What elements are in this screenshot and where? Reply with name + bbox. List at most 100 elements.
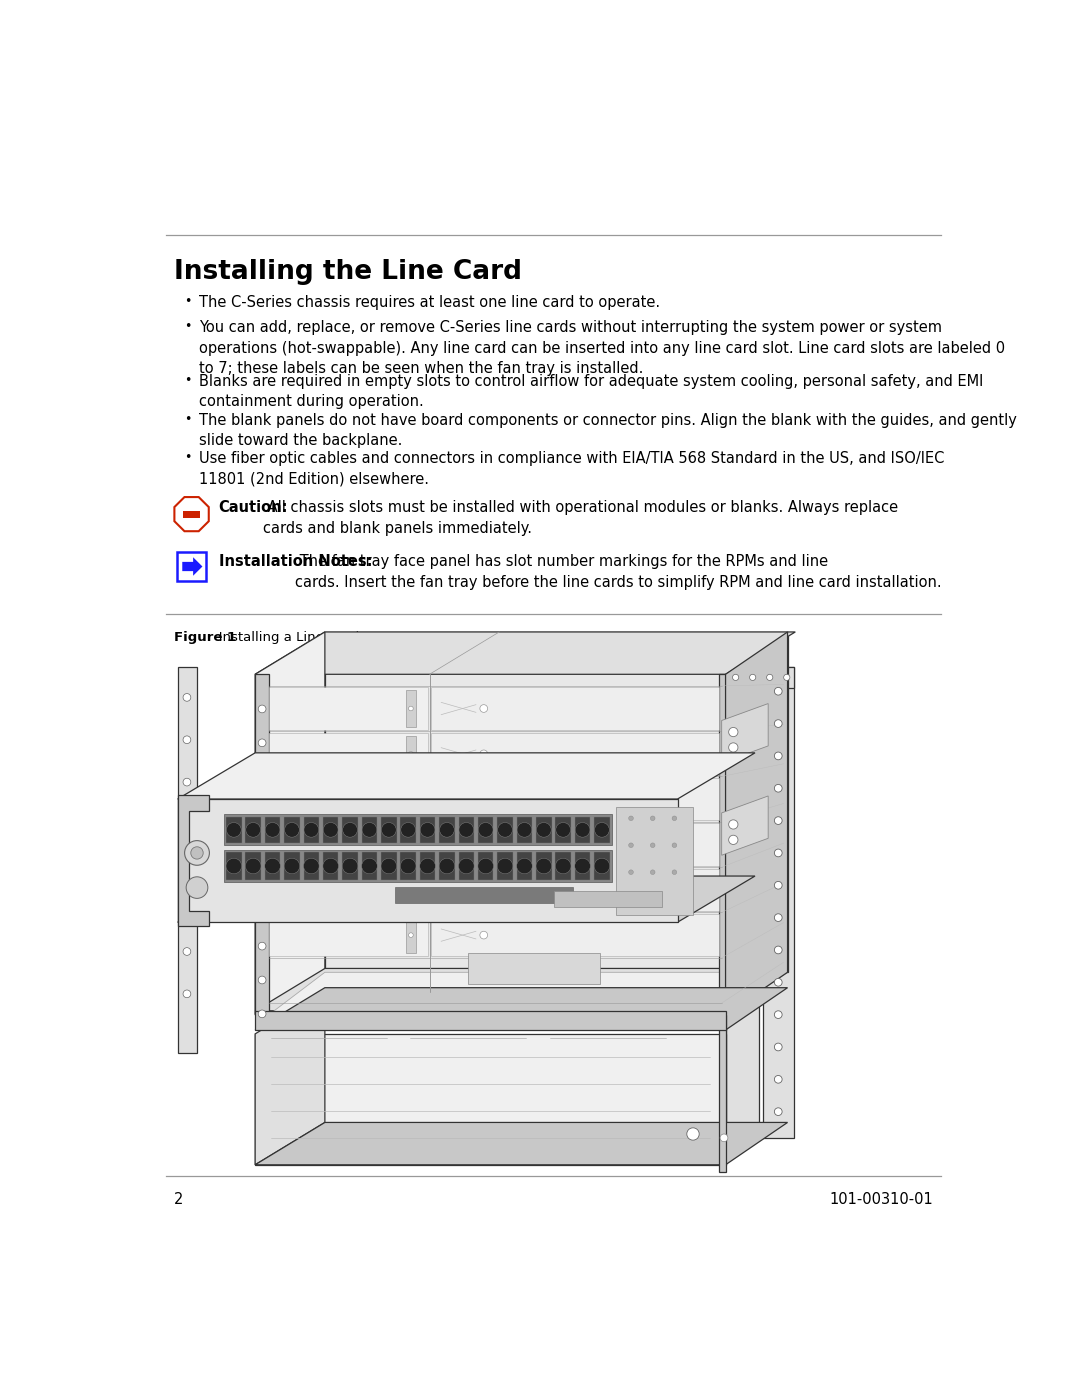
Circle shape: [729, 728, 738, 736]
Circle shape: [774, 978, 782, 986]
Text: You can add, replace, or remove C-Series line cards without interrupting the sys: You can add, replace, or remove C-Series…: [199, 320, 1004, 376]
Polygon shape: [401, 852, 416, 880]
Polygon shape: [362, 817, 377, 842]
Polygon shape: [401, 817, 416, 842]
Circle shape: [362, 858, 377, 873]
Circle shape: [408, 933, 414, 937]
Polygon shape: [459, 852, 474, 880]
Circle shape: [183, 693, 191, 701]
Polygon shape: [406, 736, 416, 773]
Circle shape: [258, 942, 266, 950]
Circle shape: [459, 823, 474, 837]
Polygon shape: [303, 817, 319, 842]
Polygon shape: [440, 852, 455, 880]
Circle shape: [245, 858, 261, 873]
Bar: [177, 552, 206, 581]
Circle shape: [258, 875, 266, 882]
Circle shape: [401, 823, 416, 837]
Polygon shape: [255, 631, 795, 675]
Text: All chassis slots must be installed with operational modules or blanks. Always r: All chassis slots must be installed with…: [262, 500, 897, 535]
Circle shape: [408, 887, 414, 893]
Polygon shape: [516, 852, 532, 880]
Circle shape: [191, 847, 203, 859]
Circle shape: [183, 778, 191, 787]
Polygon shape: [255, 1034, 726, 1165]
Polygon shape: [303, 852, 319, 880]
Polygon shape: [721, 704, 768, 763]
Text: Installation Notes:: Installation Notes:: [218, 555, 373, 569]
Circle shape: [478, 823, 494, 837]
Polygon shape: [420, 817, 435, 842]
Text: •: •: [184, 374, 191, 387]
Polygon shape: [431, 914, 719, 956]
Circle shape: [774, 849, 782, 856]
Circle shape: [408, 707, 414, 711]
Polygon shape: [177, 799, 677, 922]
Circle shape: [480, 932, 488, 939]
Circle shape: [517, 823, 531, 837]
Polygon shape: [420, 852, 435, 880]
Circle shape: [420, 823, 435, 837]
Circle shape: [576, 823, 590, 837]
Polygon shape: [554, 891, 662, 907]
Polygon shape: [594, 852, 610, 880]
Polygon shape: [269, 823, 428, 866]
Polygon shape: [555, 852, 571, 880]
Circle shape: [258, 977, 266, 983]
Circle shape: [672, 816, 677, 820]
Polygon shape: [431, 778, 719, 820]
Circle shape: [284, 858, 300, 873]
Circle shape: [497, 858, 513, 873]
Polygon shape: [381, 817, 396, 842]
Polygon shape: [721, 796, 768, 855]
Circle shape: [774, 1044, 782, 1051]
Polygon shape: [177, 795, 208, 926]
Circle shape: [575, 858, 591, 873]
Circle shape: [459, 858, 474, 873]
Polygon shape: [440, 817, 455, 842]
Circle shape: [774, 1076, 782, 1083]
Circle shape: [258, 1010, 266, 1018]
Polygon shape: [255, 988, 787, 1030]
Polygon shape: [255, 1122, 787, 1165]
Polygon shape: [177, 753, 755, 799]
Circle shape: [774, 1011, 782, 1018]
Circle shape: [265, 858, 281, 873]
Polygon shape: [245, 852, 261, 880]
Polygon shape: [406, 690, 416, 726]
Circle shape: [629, 842, 633, 848]
Polygon shape: [255, 1011, 726, 1030]
Circle shape: [342, 823, 357, 837]
Polygon shape: [406, 872, 416, 908]
Circle shape: [774, 914, 782, 922]
Circle shape: [774, 1108, 782, 1116]
Circle shape: [774, 817, 782, 824]
Polygon shape: [226, 852, 242, 880]
Circle shape: [440, 823, 455, 837]
Circle shape: [226, 858, 242, 873]
Polygon shape: [459, 817, 474, 842]
Polygon shape: [325, 631, 787, 972]
Circle shape: [687, 1127, 699, 1140]
Circle shape: [227, 823, 241, 837]
Text: The blank panels do not have board components or connector pins. Align the blank: The blank panels do not have board compo…: [199, 412, 1016, 448]
Text: Caution:: Caution:: [218, 500, 288, 515]
Circle shape: [536, 858, 552, 873]
Circle shape: [381, 858, 396, 873]
Circle shape: [381, 823, 396, 837]
Text: 101-00310-01: 101-00310-01: [829, 1192, 933, 1207]
Circle shape: [258, 739, 266, 746]
Circle shape: [266, 823, 280, 837]
Circle shape: [672, 870, 677, 875]
Circle shape: [183, 820, 191, 828]
Circle shape: [750, 675, 756, 680]
Circle shape: [672, 842, 677, 848]
Polygon shape: [719, 1014, 726, 1172]
Polygon shape: [225, 814, 611, 845]
Text: Blanks are required in empty slots to control airflow for adequate system coolin: Blanks are required in empty slots to co…: [199, 374, 983, 409]
Polygon shape: [255, 675, 269, 1014]
Circle shape: [650, 816, 656, 820]
Circle shape: [477, 858, 494, 873]
Circle shape: [516, 858, 532, 873]
Circle shape: [729, 743, 738, 752]
